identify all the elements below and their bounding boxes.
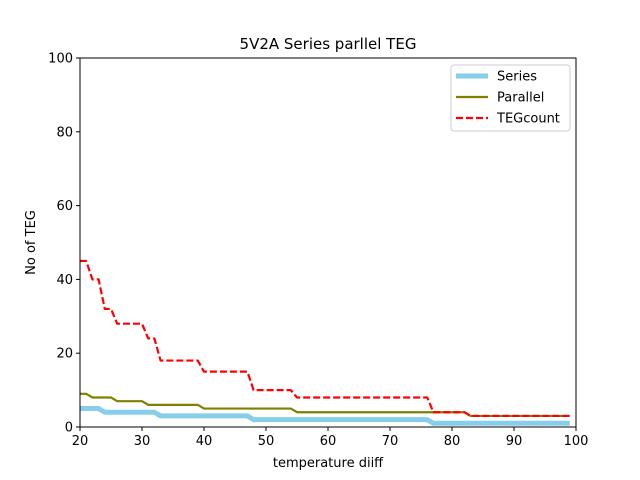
x-tick-label: 100	[564, 434, 589, 449]
y-tick-label: 60	[56, 199, 73, 214]
y-tick-label: 100	[48, 52, 73, 67]
legend-label-series: Series	[497, 70, 537, 85]
series-line-series	[80, 406, 570, 426]
legend: Series Parallel TEGcount	[450, 64, 571, 132]
y-axis-ticks: 0 20 40 60 80 100	[48, 52, 80, 436]
x-tick-label: 60	[320, 434, 337, 449]
y-tick-label: 80	[56, 125, 73, 140]
legend-items: Series Parallel TEGcount	[456, 70, 560, 127]
x-tick-label: 30	[134, 434, 151, 449]
x-tick-label: 90	[506, 434, 523, 449]
y-axis-label: No of TEG	[24, 210, 39, 275]
x-axis-ticks: 20 30 40 50 60 70 80 90 100	[72, 427, 589, 449]
x-tick-label: 80	[444, 434, 461, 449]
x-tick-label: 40	[196, 434, 213, 449]
x-tick-label: 50	[258, 434, 275, 449]
x-tick-label: 20	[72, 434, 89, 449]
y-tick-label: 0	[65, 421, 73, 436]
plot-lines	[80, 259, 570, 426]
y-tick-label: 40	[56, 273, 73, 288]
x-axis-label: temperature diiff	[273, 456, 384, 471]
chart-title: 5V2A Series parllel TEG	[240, 35, 417, 53]
y-tick-label: 20	[56, 347, 73, 362]
legend-label-parallel: Parallel	[497, 91, 544, 106]
legend-label-tegcount: TEGcount	[496, 112, 560, 127]
series-line-tegcount	[80, 259, 570, 418]
legend-box	[450, 64, 571, 132]
x-tick-label: 70	[382, 434, 399, 449]
